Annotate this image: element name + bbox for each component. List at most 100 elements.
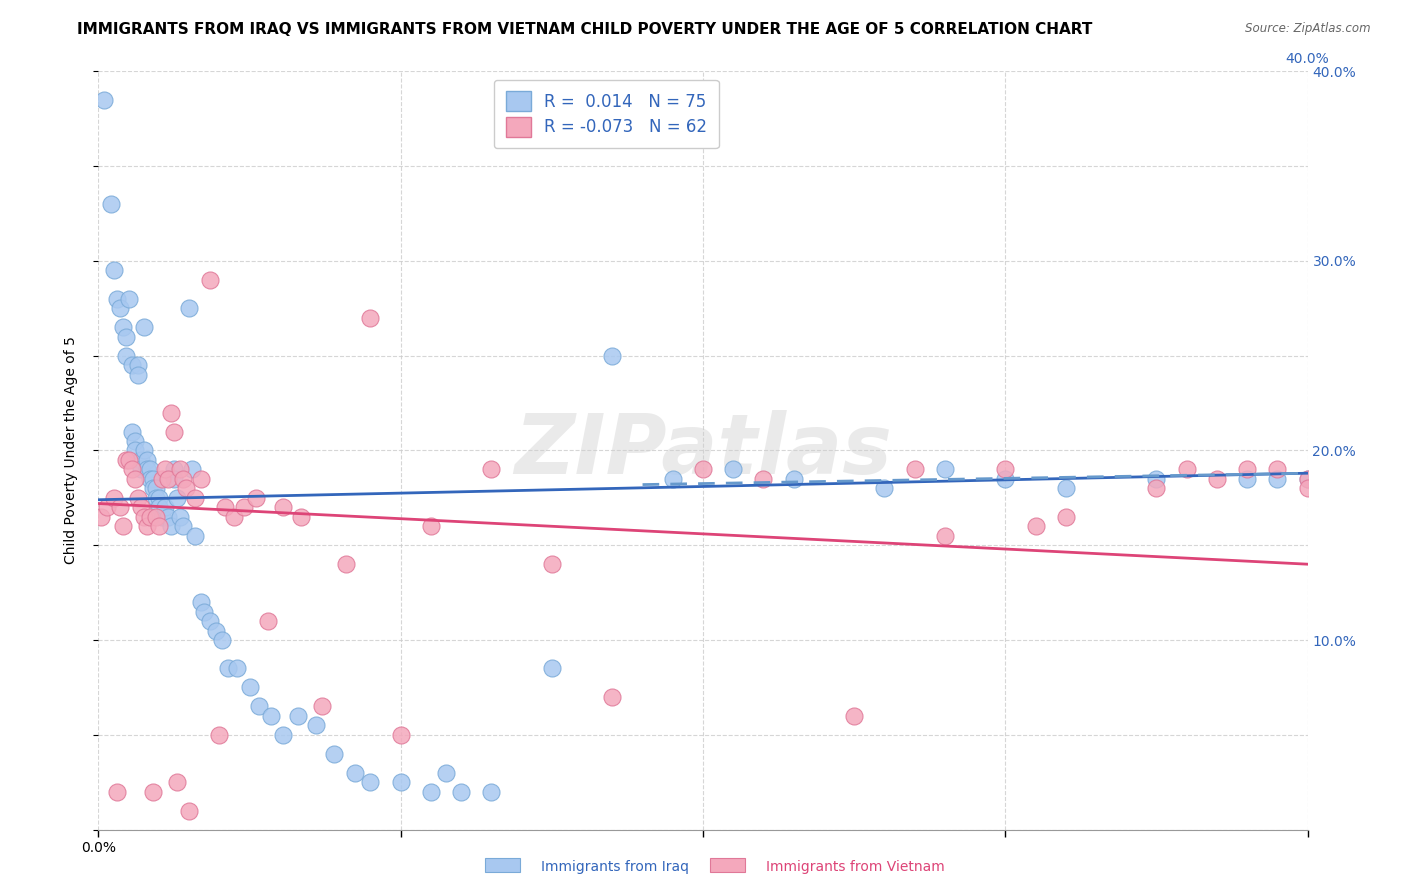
Point xyxy=(1054,482,1077,496)
Point xyxy=(271,728,294,742)
Point xyxy=(166,491,188,505)
Point xyxy=(184,491,207,505)
Point xyxy=(139,509,162,524)
Point xyxy=(692,462,714,476)
Point xyxy=(129,453,152,467)
Point xyxy=(260,708,283,723)
Point xyxy=(1144,482,1167,496)
Point xyxy=(172,472,194,486)
Point xyxy=(103,491,125,505)
Point xyxy=(1175,462,1198,476)
Text: Source: ZipAtlas.com: Source: ZipAtlas.com xyxy=(1246,22,1371,36)
Point xyxy=(434,765,457,780)
Point xyxy=(127,368,149,382)
Point xyxy=(205,624,228,638)
Point xyxy=(121,462,143,476)
Point xyxy=(873,482,896,496)
Point xyxy=(156,472,179,486)
Text: Immigrants from Vietnam: Immigrants from Vietnam xyxy=(766,860,945,874)
Point xyxy=(290,509,312,524)
Point xyxy=(163,425,186,439)
Point xyxy=(1236,472,1258,486)
Point xyxy=(420,519,443,533)
Point xyxy=(335,557,357,572)
Point xyxy=(247,699,270,714)
Point xyxy=(217,661,239,675)
Point xyxy=(145,482,167,496)
Point xyxy=(105,292,128,306)
Point xyxy=(114,349,136,363)
Point xyxy=(602,690,624,704)
Point xyxy=(994,462,1017,476)
Legend: R =  0.014   N = 75, R = -0.073   N = 62: R = 0.014 N = 75, R = -0.073 N = 62 xyxy=(494,79,718,148)
Point xyxy=(1054,509,1077,524)
Point xyxy=(105,785,128,799)
Point xyxy=(360,775,382,789)
Point xyxy=(160,519,183,533)
Point xyxy=(93,93,115,107)
Point xyxy=(934,529,956,543)
Point xyxy=(1236,462,1258,476)
Point xyxy=(540,661,562,675)
Point xyxy=(114,330,136,344)
Point xyxy=(142,785,165,799)
Point xyxy=(184,529,207,543)
Point xyxy=(118,453,141,467)
Point xyxy=(1267,462,1289,476)
Point xyxy=(121,425,143,439)
Point xyxy=(450,785,472,799)
Point xyxy=(360,310,382,325)
Point xyxy=(1206,472,1229,486)
Point xyxy=(153,500,176,515)
Point xyxy=(114,453,136,467)
Text: ZIPatlas: ZIPatlas xyxy=(515,410,891,491)
Point xyxy=(190,595,212,609)
Point xyxy=(602,349,624,363)
Point xyxy=(148,519,170,533)
Point xyxy=(239,681,262,695)
Point xyxy=(311,699,333,714)
Point xyxy=(160,406,183,420)
Point xyxy=(190,472,212,486)
Point xyxy=(844,708,866,723)
Y-axis label: Child Poverty Under the Age of 5: Child Poverty Under the Age of 5 xyxy=(63,336,77,565)
Point xyxy=(148,491,170,505)
Point xyxy=(150,509,173,524)
Point xyxy=(169,509,191,524)
Point xyxy=(256,614,278,628)
Point xyxy=(145,491,167,505)
Point xyxy=(245,491,267,505)
Point xyxy=(994,472,1017,486)
Point xyxy=(1296,472,1319,486)
Point xyxy=(389,775,412,789)
Point xyxy=(111,519,134,533)
Point xyxy=(153,462,176,476)
Point xyxy=(132,443,155,458)
Point xyxy=(1296,482,1319,496)
Point xyxy=(1144,472,1167,486)
Point xyxy=(179,804,201,818)
Point xyxy=(142,472,165,486)
Point xyxy=(389,728,412,742)
Point xyxy=(783,472,806,486)
Point xyxy=(1267,472,1289,486)
Point xyxy=(148,500,170,515)
Point xyxy=(200,273,222,287)
Point xyxy=(135,519,157,533)
Point xyxy=(121,358,143,372)
Point xyxy=(108,301,131,316)
Point xyxy=(226,661,249,675)
Point xyxy=(150,472,173,486)
Point xyxy=(139,472,162,486)
Point xyxy=(100,197,122,211)
Point xyxy=(211,633,233,648)
Point xyxy=(163,462,186,476)
Point xyxy=(224,509,246,524)
Point xyxy=(232,500,254,515)
Point xyxy=(166,775,188,789)
Point xyxy=(108,500,131,515)
Point xyxy=(169,462,191,476)
Point xyxy=(481,785,503,799)
Point xyxy=(139,462,162,476)
Point xyxy=(111,320,134,334)
